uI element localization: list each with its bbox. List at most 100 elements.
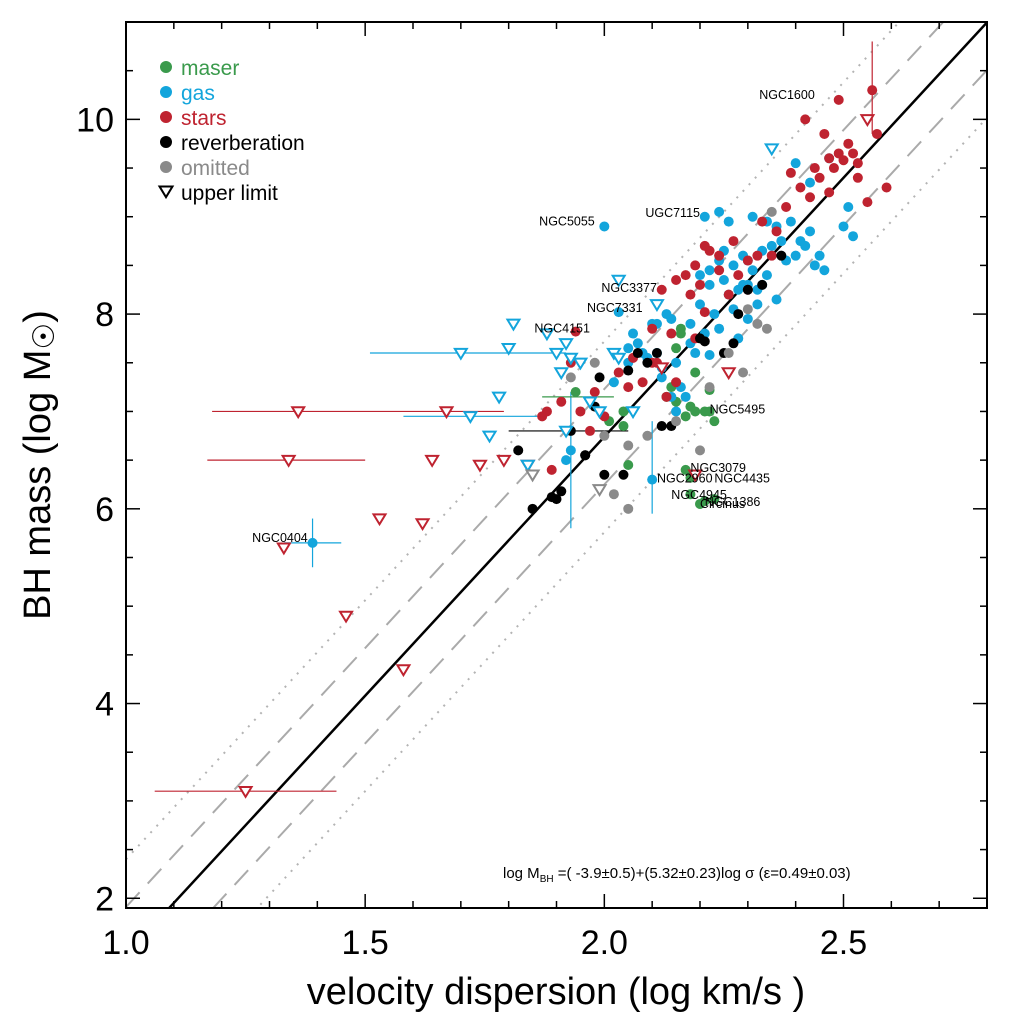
gas-point bbox=[690, 348, 701, 359]
stars-point bbox=[833, 94, 844, 105]
omitted-point bbox=[761, 323, 772, 334]
maser-point bbox=[680, 411, 691, 422]
stars-point bbox=[699, 307, 710, 318]
gas-point bbox=[565, 445, 576, 456]
omitted-point bbox=[752, 318, 763, 329]
stars-point bbox=[843, 138, 854, 149]
gas-point bbox=[695, 270, 705, 281]
reverberation-point bbox=[599, 469, 610, 480]
gas-upper-limit-marker bbox=[610, 352, 627, 366]
maser-point bbox=[618, 421, 629, 432]
stars-point bbox=[647, 323, 658, 334]
omitted-point bbox=[589, 357, 600, 368]
gas-point bbox=[561, 455, 572, 466]
gas-point bbox=[704, 349, 715, 360]
reverberation-point bbox=[656, 421, 667, 432]
gas-upper-limit-marker bbox=[539, 328, 555, 342]
gas-point bbox=[747, 265, 758, 276]
reverberation-point bbox=[642, 357, 653, 368]
stars-upper-limit-marker bbox=[395, 664, 412, 678]
omitted-point bbox=[723, 348, 734, 359]
legend-marker-omitted bbox=[160, 161, 172, 173]
gas-upper-limit-marker bbox=[553, 367, 570, 381]
gas-point bbox=[599, 221, 610, 232]
gas-point bbox=[771, 294, 782, 305]
x-tick-label: 1.0 bbox=[102, 924, 149, 962]
scatter-2sigma-upper-line bbox=[126, 22, 901, 860]
omitted-point bbox=[623, 440, 634, 451]
gas-point bbox=[307, 537, 318, 548]
y-tick-label: 4 bbox=[95, 686, 114, 724]
gas-point bbox=[819, 265, 830, 276]
legend-label: omitted bbox=[181, 157, 250, 180]
x-tick-label: 2.0 bbox=[581, 924, 628, 962]
galaxy-label: NGC4151 bbox=[534, 322, 590, 336]
galaxy-label: NGC4945 bbox=[671, 488, 727, 502]
gas-point bbox=[647, 474, 658, 485]
gas-point bbox=[680, 391, 691, 402]
gas-upper-limit-marker bbox=[582, 396, 598, 410]
gas-point bbox=[761, 270, 772, 281]
stars-point bbox=[613, 367, 624, 378]
legend-marker-upper-limit bbox=[157, 185, 175, 200]
gas-point bbox=[785, 216, 796, 227]
gas-point bbox=[776, 236, 787, 247]
gas-point bbox=[805, 226, 816, 237]
gas-point bbox=[623, 343, 634, 354]
stars-upper-limit-marker bbox=[371, 513, 388, 527]
stars-point bbox=[809, 163, 820, 174]
stars-point bbox=[781, 201, 792, 212]
galaxy-labels: NGC1600 NGC5055 UGC7115 NGC3377 NGC7331 NGC41… bbox=[252, 88, 815, 545]
gas-upper-limit-marker bbox=[572, 357, 589, 371]
reverberation-point bbox=[728, 338, 739, 349]
galaxy-label: NGC3079 bbox=[690, 461, 746, 475]
maser-point bbox=[699, 496, 710, 507]
omitted-point bbox=[599, 430, 610, 441]
stars-point bbox=[589, 386, 600, 397]
maser-point bbox=[675, 328, 686, 339]
stars-point bbox=[824, 153, 835, 164]
reverberation-point bbox=[776, 250, 787, 261]
gas-upper-limit-marker bbox=[610, 274, 627, 288]
stars-point bbox=[867, 85, 878, 96]
stars-point bbox=[699, 240, 710, 251]
gas-upper-limit-marker bbox=[558, 425, 574, 439]
stars-point bbox=[852, 172, 863, 183]
maser-point bbox=[690, 406, 701, 417]
reverberation-point bbox=[580, 450, 591, 461]
gas-point bbox=[752, 299, 763, 310]
reverberation-point bbox=[632, 348, 643, 359]
axis-ticks: 1.0 1.5 2.0 2.5 2 4 6 8 10 bbox=[76, 21, 987, 962]
maser-point bbox=[618, 406, 629, 417]
stars-point bbox=[666, 328, 677, 339]
gas-point bbox=[805, 177, 816, 188]
stars-point bbox=[819, 128, 830, 139]
stars-point bbox=[757, 216, 768, 227]
gas-point bbox=[704, 279, 715, 290]
y-tick-label: 6 bbox=[95, 491, 114, 529]
stars-point bbox=[695, 279, 705, 290]
galaxy-label: NGC2960 bbox=[657, 472, 713, 486]
stars-point bbox=[623, 382, 634, 393]
gas-point bbox=[714, 323, 725, 334]
gas-point bbox=[790, 250, 801, 261]
gas-point bbox=[838, 221, 849, 232]
gas-point bbox=[790, 158, 801, 169]
maser-point bbox=[690, 367, 701, 378]
gas-point bbox=[666, 313, 677, 324]
stars-point bbox=[766, 250, 777, 261]
stars-point bbox=[714, 250, 725, 261]
maser-point bbox=[671, 343, 682, 354]
sun-symbol: ☉ bbox=[28, 323, 61, 350]
galaxy-label: NGC3377 bbox=[601, 281, 657, 295]
stars-point bbox=[785, 167, 796, 178]
gas-point bbox=[747, 211, 758, 222]
gas-point bbox=[718, 275, 729, 286]
stars-point bbox=[656, 284, 667, 295]
galaxy-label: NGC1386 bbox=[705, 495, 761, 509]
gas-upper-limit-marker bbox=[491, 391, 507, 405]
legend-label: stars bbox=[181, 107, 227, 130]
gas-point bbox=[848, 231, 859, 242]
